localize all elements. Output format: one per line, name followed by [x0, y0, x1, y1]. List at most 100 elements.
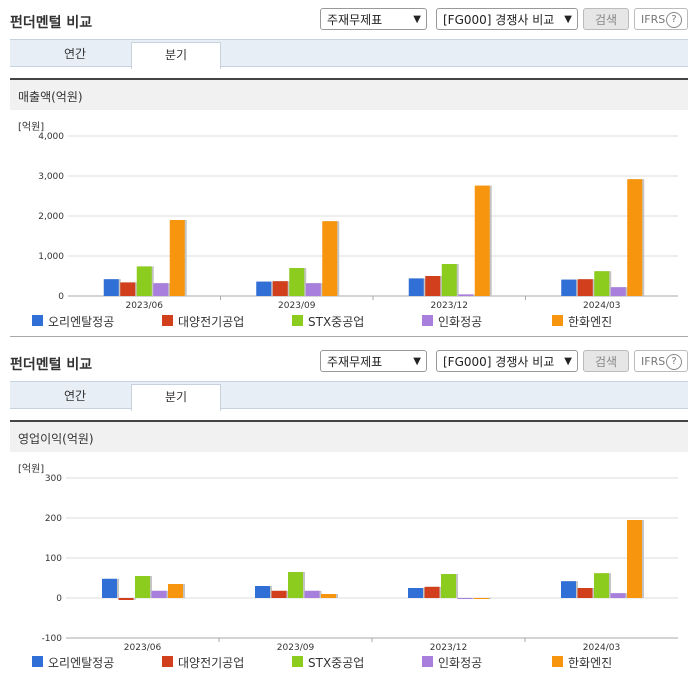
bar [118, 598, 134, 600]
help-icon[interactable]: ? [666, 12, 682, 28]
y-tick-label: 3,000 [38, 172, 64, 182]
x-tick-label: 2023/12 [431, 301, 468, 311]
x-tick-label: 2023/09 [278, 301, 316, 311]
y-tick-label: 300 [45, 474, 62, 484]
bar [304, 590, 320, 598]
peer-select[interactable]: [FG000] 경쟁사 비교 ▼ [436, 8, 578, 30]
section-title-bar: 영업이익(억원) [10, 420, 688, 452]
revenue-chart: 4,000 3,000 2,000 1,000 0 2023/06 2023/09 2023/… [38, 132, 678, 311]
bar [272, 281, 288, 296]
bar [577, 279, 593, 296]
panel-header: 펀더멘털 비교 주재무제표 ▼ [FG000] 경쟁사 비교 ▼ 검색 IFRS… [0, 342, 696, 382]
operating-profit-chart: 300 200 100 0 -100 2023/06 2023/09 2023/12 2024/… [42, 474, 678, 653]
y-tick-label: 100 [45, 554, 62, 564]
bar [474, 598, 489, 599]
bar [408, 588, 423, 598]
tab-quarterly[interactable]: 분기 [131, 42, 221, 69]
bar [441, 264, 457, 296]
chevron-down-icon: ▼ [564, 356, 572, 367]
bar [271, 590, 287, 598]
bar [153, 283, 169, 296]
unit-label: [억원] [18, 464, 45, 475]
bar [458, 294, 474, 296]
bar [168, 584, 183, 598]
statement-select[interactable]: 주재무제표 ▼ [320, 8, 427, 30]
bar [594, 573, 609, 598]
panel-revenue: 펀더멘털 비교 주재무제표 ▼ [FG000] 경쟁사 비교 ▼ 검색 IFRS… [0, 0, 696, 337]
legend-swatch [422, 656, 433, 667]
bar [627, 179, 643, 296]
x-tick-label: 2023/06 [126, 301, 164, 311]
chevron-down-icon: ▼ [413, 14, 421, 25]
unit-label: [억원] [18, 122, 45, 133]
bar [457, 598, 473, 599]
legend-swatch [292, 315, 303, 326]
bar [424, 586, 440, 598]
legend-swatch [422, 315, 433, 326]
bar [322, 221, 338, 296]
bar [288, 572, 303, 598]
section-title: 영업이익(억원) [18, 432, 94, 446]
y-tick-label: -100 [42, 634, 63, 644]
bar [256, 281, 272, 296]
bar [120, 282, 136, 296]
statement-select-value: 주재무제표 [327, 13, 383, 27]
bar [102, 578, 117, 598]
period-tabs: 연간 분기 [10, 381, 688, 411]
panel-operating-profit: 펀더멘털 비교 주재무제표 ▼ [FG000] 경쟁사 비교 ▼ 검색 IFRS… [0, 342, 696, 684]
legend-swatch [162, 315, 173, 326]
panel-title: 펀더멘털 비교 [10, 15, 93, 31]
bar [321, 594, 336, 598]
bar [561, 279, 577, 296]
bar [441, 574, 456, 598]
bar [577, 588, 593, 598]
legend-swatch [552, 315, 563, 326]
section-title-bar: 매출액(억원) [10, 78, 688, 110]
bar [289, 268, 305, 296]
bar [255, 586, 270, 598]
bar [169, 220, 185, 296]
tab-annual[interactable]: 연간 [63, 389, 87, 403]
chevron-down-icon: ▼ [413, 356, 421, 367]
bar [151, 590, 167, 598]
x-tick-label: 2024/03 [583, 643, 620, 653]
x-tick-label: 2024/03 [583, 301, 620, 311]
x-tick-label: 2023/09 [277, 643, 315, 653]
bar [135, 576, 150, 598]
ifrs-button[interactable]: IFRS ? [634, 8, 688, 30]
tab-annual[interactable]: 연간 [63, 47, 87, 61]
bar [136, 266, 152, 296]
bar [425, 276, 441, 296]
help-icon[interactable]: ? [666, 354, 682, 370]
ifrs-label: IFRS [641, 355, 666, 368]
period-tabs: 연간 분기 [10, 39, 688, 69]
legend-swatch [552, 656, 563, 667]
bar [627, 520, 642, 598]
legend-swatch [32, 315, 43, 326]
peer-select-value: [FG000] 경쟁사 비교 [443, 355, 555, 369]
peer-select[interactable]: [FG000] 경쟁사 비교 ▼ [436, 350, 578, 372]
y-tick-label: 1,000 [38, 252, 64, 262]
bar [610, 287, 626, 296]
y-tick-label: 200 [45, 514, 62, 524]
bar [561, 581, 576, 598]
search-button[interactable]: 검색 [583, 350, 629, 372]
x-tick-label: 2023/12 [430, 643, 467, 653]
search-button[interactable]: 검색 [583, 8, 629, 30]
bar [610, 593, 626, 598]
ifrs-button[interactable]: IFRS ? [634, 350, 688, 372]
statement-select[interactable]: 주재무제표 ▼ [320, 350, 427, 372]
bar [474, 185, 490, 296]
legend-swatch [162, 656, 173, 667]
y-tick-label: 2,000 [38, 212, 64, 222]
y-tick-label: 0 [58, 292, 64, 302]
divider [10, 336, 688, 337]
panel-title: 펀더멘털 비교 [10, 357, 93, 373]
y-tick-label: 4,000 [38, 132, 64, 142]
legend-swatch [292, 656, 303, 667]
tab-quarterly[interactable]: 분기 [131, 384, 221, 411]
bar [305, 283, 321, 296]
panel-header: 펀더멘털 비교 주재무제표 ▼ [FG000] 경쟁사 비교 ▼ 검색 IFRS… [0, 0, 696, 40]
chevron-down-icon: ▼ [564, 14, 572, 25]
bar [408, 278, 424, 296]
